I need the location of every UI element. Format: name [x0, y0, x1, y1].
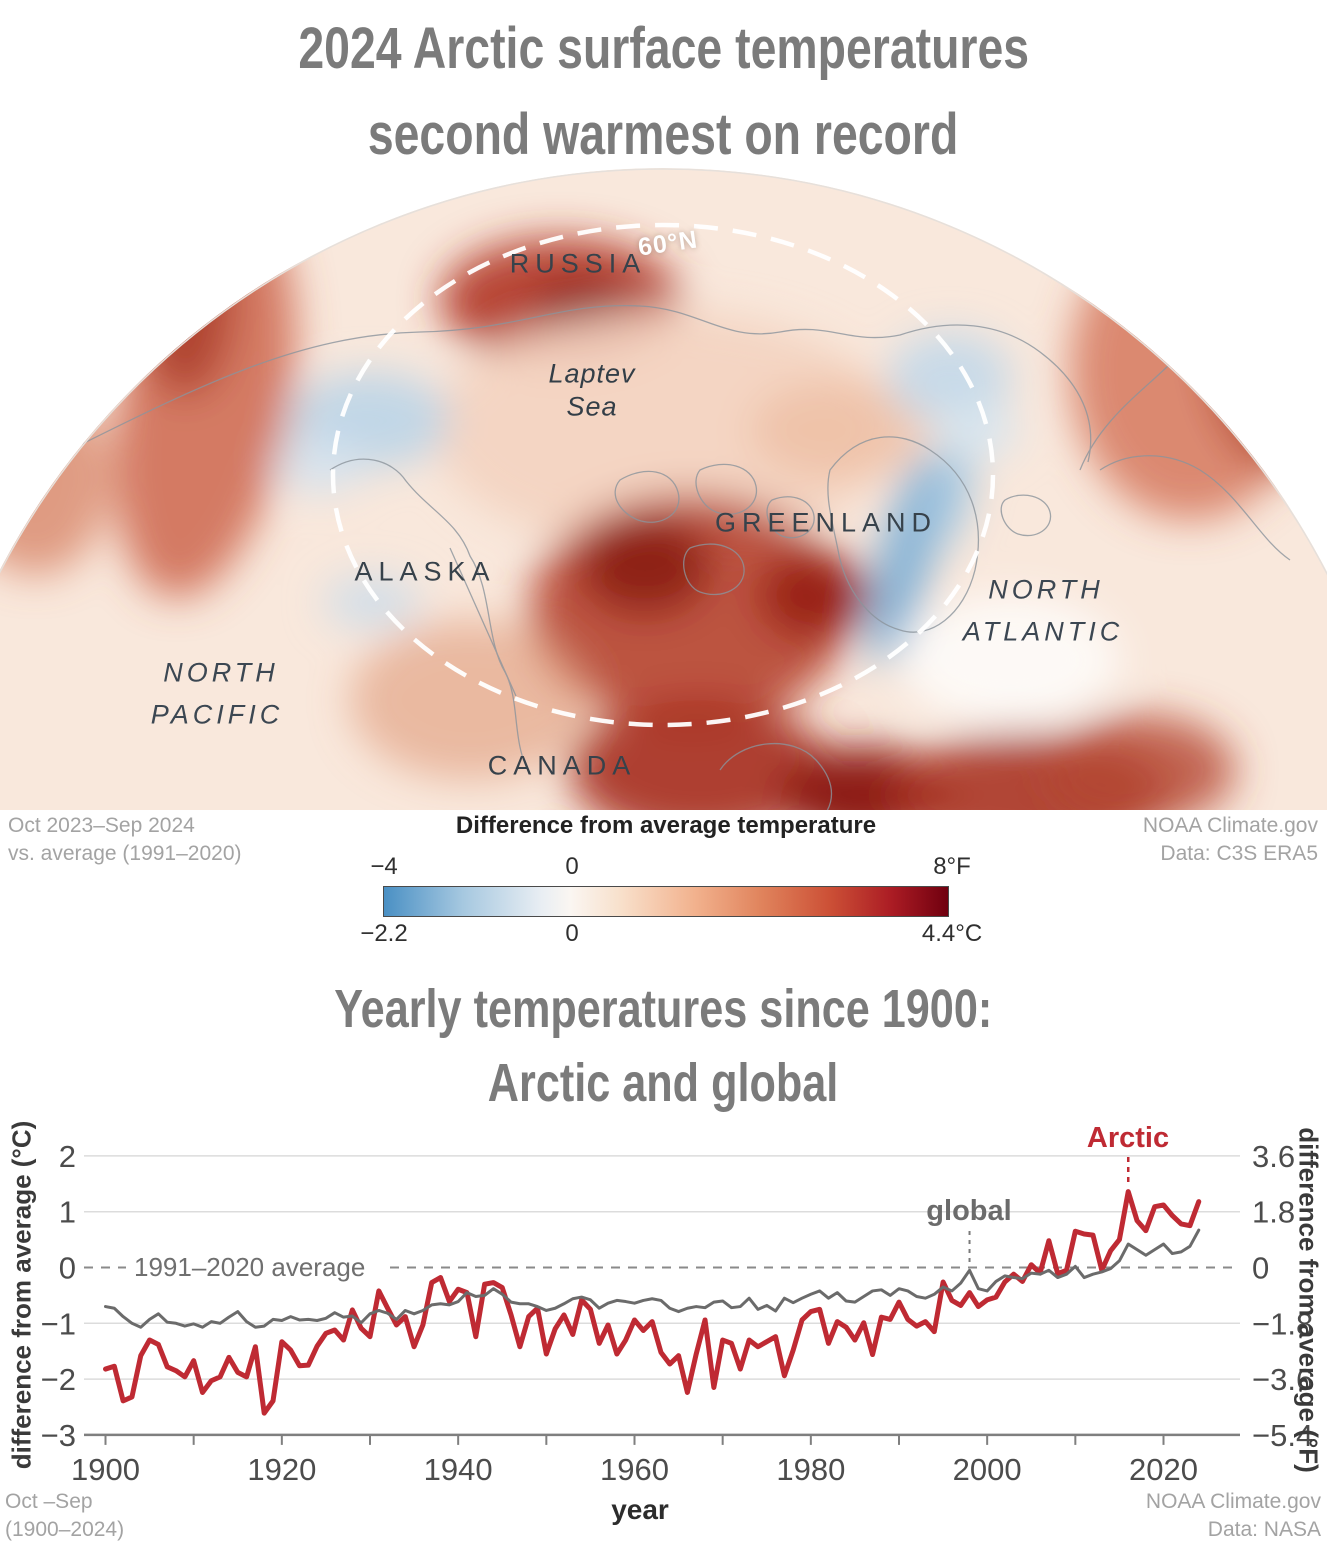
legend-tick-f-zero: 0 — [565, 853, 579, 880]
map-label-laptev-sea-line-1: Laptev — [548, 358, 636, 389]
chart-caption-period-line-2: (1900–2024) — [5, 1517, 125, 1541]
svg-text:1: 1 — [59, 1195, 76, 1230]
main-title-line-1: 2024 Arctic surface temperatures — [298, 16, 1029, 81]
svg-text:1900: 1900 — [71, 1452, 140, 1487]
map-label-north-pacific-line-1: NORTH — [163, 657, 279, 688]
svg-text:1920: 1920 — [247, 1452, 316, 1487]
chart-source-line-1: NOAA Climate.gov — [1145, 1490, 1321, 1513]
annotation-baseline: 1991–2020 average — [127, 1252, 373, 1283]
map-caption-period: Oct 2023–Sep 2024 vs. average (1991–2020… — [8, 812, 242, 867]
chart-title-line-1: Yearly temperatures since 1900: — [334, 979, 993, 1039]
svg-text:−5.4: −5.4 — [1252, 1418, 1313, 1453]
svg-text:1940: 1940 — [424, 1452, 493, 1487]
svg-text:2000: 2000 — [953, 1452, 1022, 1487]
map-source-line-1: NOAA Climate.gov — [1142, 814, 1318, 837]
map-caption-period-line-2: vs. average (1991–2020) — [8, 841, 242, 865]
map-label-alaska: ALASKA — [354, 556, 496, 587]
chart-caption-period: Oct –Sep (1900–2024) — [5, 1488, 124, 1543]
svg-text:1960: 1960 — [600, 1452, 669, 1487]
svg-text:1.8: 1.8 — [1252, 1195, 1295, 1230]
svg-text:0: 0 — [1252, 1251, 1269, 1286]
main-title-line-2: second warmest on record — [368, 102, 959, 167]
chart-title: Yearly temperatures since 1900: Arctic a… — [0, 972, 1327, 1120]
legend-tick-c-zero: 0 — [565, 920, 579, 947]
svg-text:−1: −1 — [41, 1306, 76, 1341]
map-label-canada: CANADA — [487, 750, 637, 781]
legend-tick-c-min: −2.2 — [360, 920, 408, 947]
svg-text:2: 2 — [59, 1139, 76, 1174]
chart-caption-source: NOAA Climate.gov Data: NASA — [1146, 1488, 1321, 1543]
globe-rim — [0, 168, 1327, 810]
map-caption-source: NOAA Climate.gov Data: C3S ERA5 — [1143, 812, 1318, 867]
svg-text:−3: −3 — [41, 1418, 76, 1453]
map-label-laptev-sea-line-2: Sea — [566, 391, 618, 422]
map-source-line-2: Data: C3S ERA5 — [1160, 841, 1318, 865]
latitude-60n-ring — [330, 222, 996, 728]
legend-colorbar — [383, 886, 949, 917]
chart-source-line-2: Data: NASA — [1207, 1517, 1321, 1541]
map-label-north-pacific-line-2: PACIFIC — [150, 699, 284, 730]
svg-text:2020: 2020 — [1129, 1452, 1198, 1487]
map-caption-period-line-1: Oct 2023–Sep 2024 — [8, 814, 195, 837]
x-axis-label: year — [611, 1494, 669, 1525]
y-axis-label-fahrenheit: difference from average (°F) — [1293, 1127, 1324, 1473]
map-label-russia: RUSSIA — [509, 248, 647, 279]
map-label-greenland: GREENLAND — [714, 507, 938, 538]
arctic-globe-map — [0, 168, 1327, 810]
svg-text:−2: −2 — [41, 1362, 76, 1397]
svg-text:1980: 1980 — [776, 1452, 845, 1487]
svg-text:−3.6: −3.6 — [1252, 1362, 1313, 1397]
y-axis-label-celsius: difference from average (°C) — [6, 1120, 37, 1470]
legend-title: Difference from average temperature — [455, 812, 877, 839]
chart-title-line-2: Arctic and global — [488, 1053, 839, 1113]
legend-tick-f-max: 8°F — [933, 853, 971, 880]
legend-tick-c-max: 4.4°C — [921, 920, 983, 947]
map-label-north-atlantic-line-2: ATLANTIC — [962, 616, 1124, 647]
svg-text:0: 0 — [59, 1251, 76, 1286]
main-title: 2024 Arctic surface temperatures second … — [0, 6, 1327, 178]
chart-caption-period-line-1: Oct –Sep — [5, 1490, 93, 1513]
svg-text:3.6: 3.6 — [1252, 1139, 1295, 1174]
globe-base — [0, 168, 1327, 810]
legend-tick-f-min: −4 — [370, 853, 398, 880]
annotation-arctic: Arctic — [1086, 1122, 1170, 1154]
map-label-north-atlantic-line-1: NORTH — [988, 574, 1104, 605]
annotation-global: global — [926, 1195, 1012, 1227]
svg-text:−1.8: −1.8 — [1252, 1306, 1313, 1341]
